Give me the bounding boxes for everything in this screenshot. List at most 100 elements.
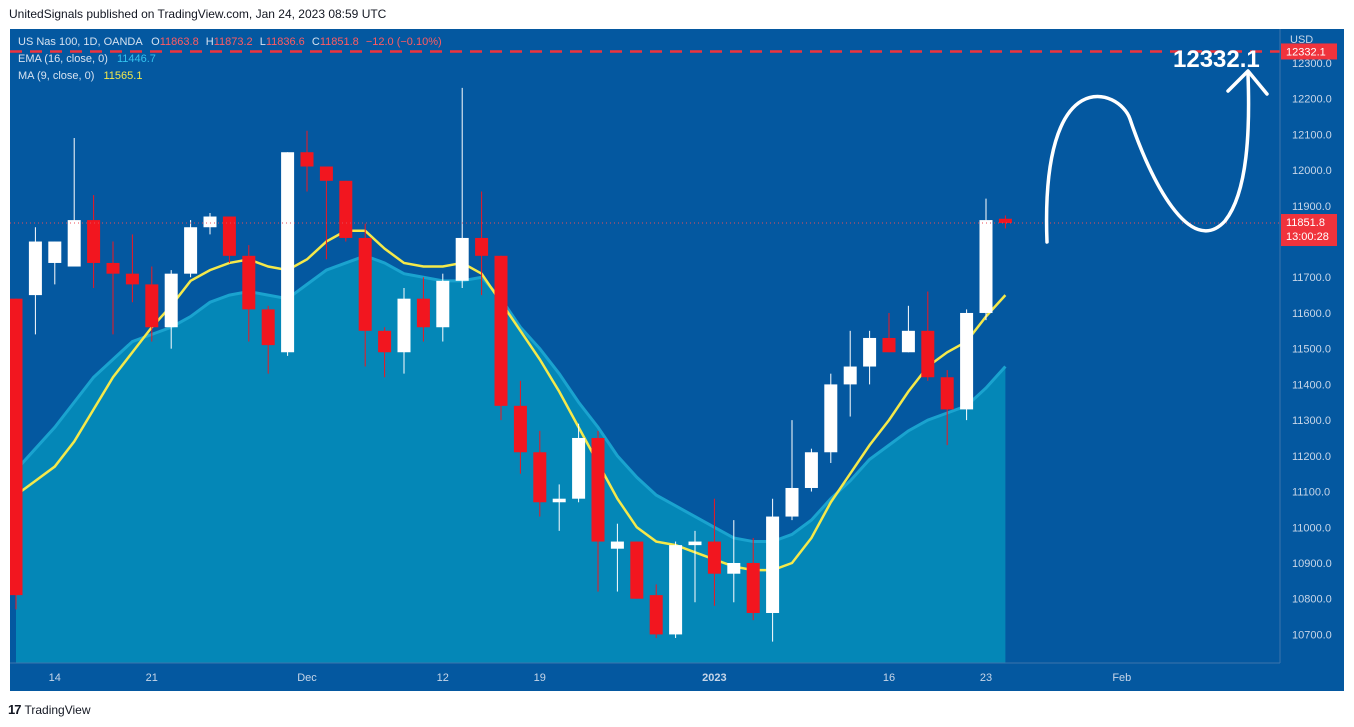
price-tick-label: 11000.0 [1292, 522, 1331, 534]
target-price-label: 12332.1 [1281, 43, 1337, 60]
candle [998, 215, 1012, 229]
price-tick-label: 11600.0 [1292, 308, 1331, 320]
svg-text:11851.8: 11851.8 [1286, 217, 1325, 229]
candle [9, 298, 23, 610]
price-tick-label: 12300.0 [1292, 58, 1332, 70]
time-tick-label: 19 [534, 672, 546, 684]
candle [184, 220, 198, 278]
candle [203, 212, 217, 235]
candle [261, 305, 275, 374]
candle [455, 87, 469, 288]
time-axis-ticks: 14 21 Dec 12 19 2023 16 23 Feb [49, 672, 1132, 684]
candle [28, 227, 42, 335]
high-label: H [205, 36, 214, 48]
price-tick-label: 12200.0 [1292, 94, 1332, 106]
price-tick-label: 10900.0 [1292, 558, 1332, 570]
candle [513, 380, 527, 474]
time-tick-label: 23 [980, 672, 992, 684]
ema-value: 11446.7 [116, 53, 156, 65]
tradingview-logo: 17 [8, 702, 22, 717]
close-label: C [311, 36, 320, 48]
candle [242, 245, 256, 342]
price-tick-label: 10700.0 [1292, 629, 1332, 641]
candle [746, 537, 760, 621]
time-tick-label: 16 [883, 672, 895, 684]
ma-polyline [15, 229, 1007, 572]
candle [378, 327, 392, 378]
footer-brand: TradingView [24, 702, 91, 717]
candle [940, 370, 954, 446]
open-value: 11863.8 [159, 36, 199, 48]
svg-text:12332.1: 12332.1 [1286, 46, 1326, 58]
price-axis[interactable] [1280, 29, 1344, 691]
candle [591, 430, 605, 592]
publisher-header: UnitedSignals published on TradingView.c… [9, 7, 387, 21]
candle [610, 523, 624, 592]
candle [727, 520, 741, 603]
candle [921, 291, 935, 381]
price-tick-label: 11700.0 [1292, 272, 1331, 284]
legend-ema-row: EMA (16, close, 0) 11446.7 [18, 51, 442, 68]
price-tick-label: 11500.0 [1292, 344, 1331, 356]
candle [164, 270, 178, 349]
last-price-label: 11851.8 13:00:28 [1281, 214, 1337, 247]
chart-frame[interactable]: 12332.1 10700.0 10800.0 10900.0 11000.0 1110… [9, 29, 1344, 691]
candle [494, 255, 508, 421]
time-tick-label: Feb [1112, 672, 1131, 684]
candle [145, 266, 159, 342]
candles [9, 87, 1012, 642]
future-area [1030, 29, 1280, 663]
candle [533, 430, 547, 517]
candle [475, 191, 489, 296]
svg-text:13:00:28: 13:00:28 [1286, 231, 1329, 243]
candle [669, 541, 683, 638]
candle [339, 180, 353, 242]
target-level [10, 50, 1280, 224]
ma-value: 11565.1 [103, 70, 143, 82]
candle [319, 166, 333, 260]
candle [300, 130, 314, 192]
candle [804, 448, 818, 492]
time-tick-label: 14 [49, 672, 61, 684]
price-tick-label: 11200.0 [1292, 451, 1331, 463]
candle [785, 420, 799, 521]
open-label: O [151, 36, 160, 48]
time-tick-label: 21 [146, 672, 158, 684]
candle [222, 216, 236, 263]
candle [67, 137, 81, 267]
time-tick-label: 2023 [702, 672, 726, 684]
price-tick-label: 11900.0 [1292, 201, 1331, 213]
ema-area-fill [16, 255, 1006, 663]
price-tick-label: 10800.0 [1292, 594, 1332, 606]
legend-ma-row: MA (9, close, 0) 11565.1 [18, 68, 442, 85]
ma-line [15, 229, 1007, 572]
candle [358, 223, 372, 367]
ema-label: EMA (16, close, 0) [18, 53, 108, 65]
candle [843, 330, 857, 417]
symbol-name: US Nas 100, 1D, OANDA [18, 36, 143, 48]
currency-label: USD [1290, 34, 1313, 46]
candle [630, 541, 644, 599]
price-tick-label: 11400.0 [1292, 379, 1331, 391]
candle [688, 530, 702, 603]
candle [766, 498, 780, 642]
ma-label: MA (9, close, 0) [18, 70, 95, 82]
candle [707, 498, 721, 606]
target-level-annotation: 12332.1 [1173, 46, 1260, 73]
price-tick-label: 11300.0 [1292, 415, 1331, 427]
price-tick-label: 12100.0 [1292, 129, 1332, 141]
candlestick-chart[interactable]: 12332.1 10700.0 10800.0 10900.0 11000.0 1110… [9, 29, 1344, 691]
candle [882, 312, 896, 353]
candle [125, 234, 139, 303]
time-axis[interactable] [10, 663, 1344, 691]
price-tick-label: 12000.0 [1292, 165, 1332, 177]
candle [552, 484, 566, 531]
candle [824, 373, 838, 463]
time-tick-label: Dec [297, 672, 317, 684]
candle [106, 241, 120, 335]
high-value: 11873.2 [213, 36, 253, 48]
time-tick-label: 12 [437, 672, 449, 684]
candle [649, 584, 663, 638]
projection-arrow [1044, 69, 1269, 244]
candle [416, 277, 430, 342]
